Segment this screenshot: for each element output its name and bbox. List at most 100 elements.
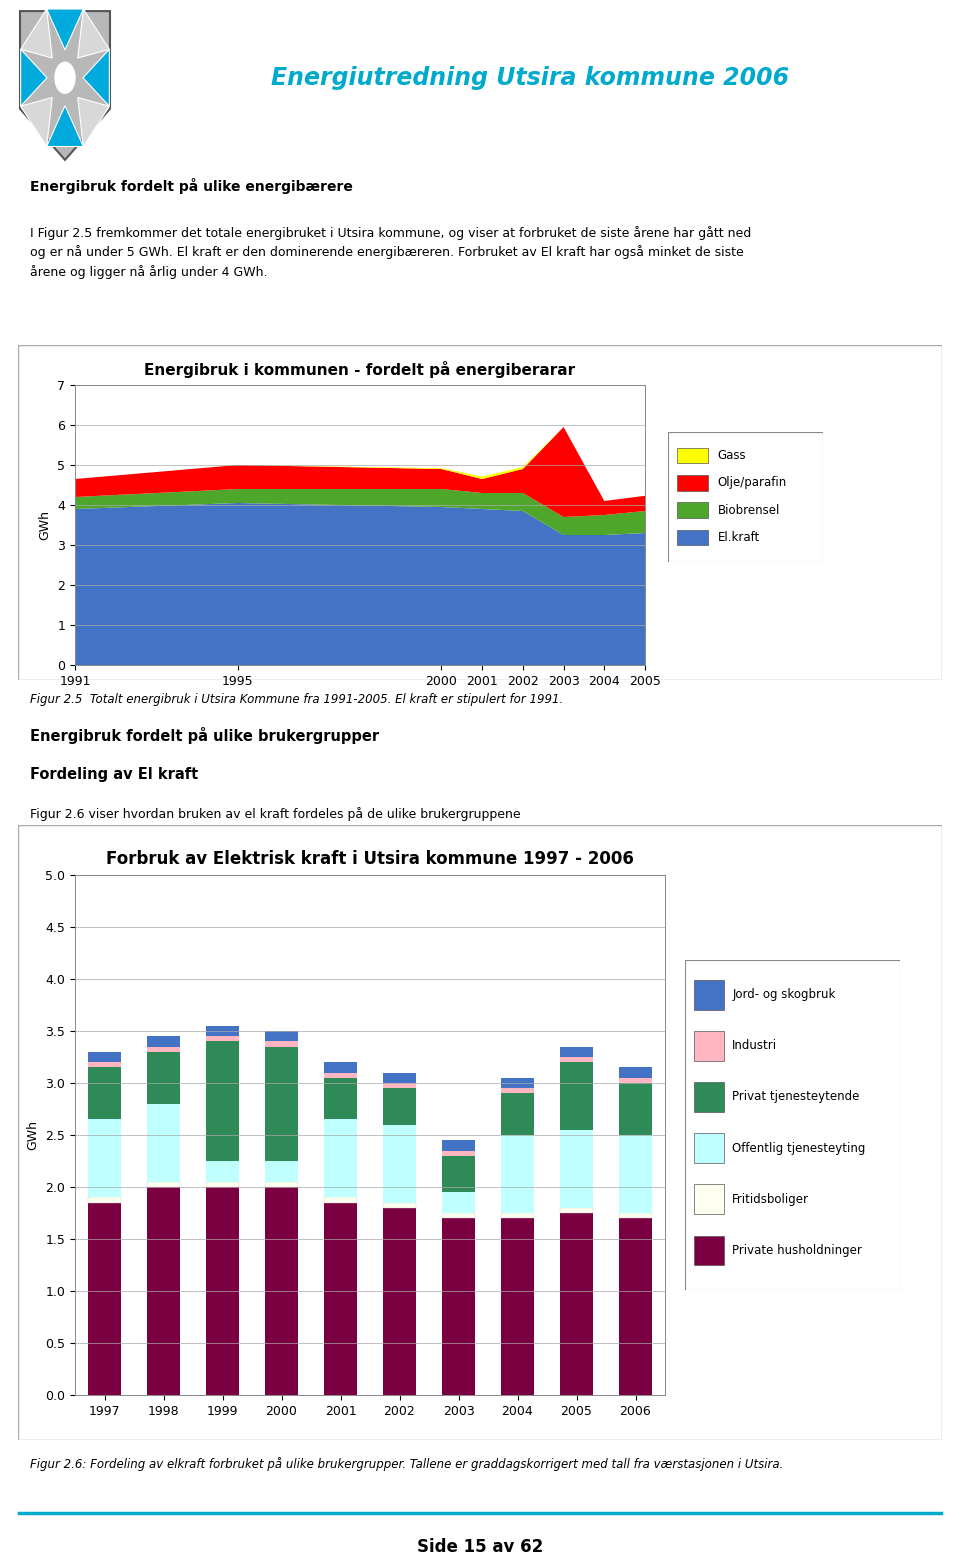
Bar xyxy=(501,1094,534,1135)
Bar xyxy=(619,1213,652,1218)
Bar xyxy=(693,1031,724,1061)
Bar xyxy=(561,1063,592,1130)
Text: Energiutredning Utsira kommune 2006: Energiutredning Utsira kommune 2006 xyxy=(271,66,789,91)
Bar xyxy=(443,1218,475,1394)
Text: Biobrensel: Biobrensel xyxy=(718,504,780,516)
Bar xyxy=(383,1125,416,1202)
Bar xyxy=(206,1041,239,1161)
Circle shape xyxy=(55,63,75,94)
Bar xyxy=(619,1135,652,1213)
Bar xyxy=(88,1202,121,1394)
Bar xyxy=(88,1119,121,1197)
Polygon shape xyxy=(47,9,84,50)
Bar xyxy=(147,1036,180,1047)
Text: Jord- og skogbruk: Jord- og skogbruk xyxy=(732,988,835,1002)
Bar xyxy=(265,1186,298,1394)
Text: Figur 2.6: Fordeling av elkraft forbruket på ulike brukergrupper. Tallene er gra: Figur 2.6: Fordeling av elkraft forbruke… xyxy=(30,1457,783,1471)
Text: Offentlig tjenesteyting: Offentlig tjenesteyting xyxy=(732,1141,866,1155)
Text: Gass: Gass xyxy=(718,449,746,462)
Bar xyxy=(619,1218,652,1394)
Bar xyxy=(206,1161,239,1182)
Bar xyxy=(147,1186,180,1394)
FancyBboxPatch shape xyxy=(18,825,942,1440)
Polygon shape xyxy=(21,9,52,58)
Bar xyxy=(678,529,708,545)
Bar xyxy=(147,1103,180,1182)
Bar xyxy=(383,1208,416,1394)
Bar xyxy=(693,1235,724,1265)
Y-axis label: GWh: GWh xyxy=(38,510,52,540)
Text: Fritidsboliger: Fritidsboliger xyxy=(732,1193,809,1205)
Text: Side 15 av 62: Side 15 av 62 xyxy=(417,1538,543,1556)
Text: Olje/parafin: Olje/parafin xyxy=(718,476,787,490)
Bar xyxy=(324,1078,357,1119)
Bar xyxy=(443,1141,475,1150)
Text: Figur 2.5  Totalt energibruk i Utsira Kommune fra 1991-2005. El kraft er stipule: Figur 2.5 Totalt energibruk i Utsira Kom… xyxy=(30,693,564,706)
Bar xyxy=(678,448,708,463)
Text: Energibruk fordelt på ulike brukergrupper: Energibruk fordelt på ulike brukergruppe… xyxy=(30,728,379,743)
Bar xyxy=(265,1182,298,1186)
Text: Private husholdninger: Private husholdninger xyxy=(732,1244,862,1257)
Bar xyxy=(324,1119,357,1197)
Bar xyxy=(324,1197,357,1202)
Bar xyxy=(501,1213,534,1218)
Title: Forbruk av Elektrisk kraft i Utsira kommune 1997 - 2006: Forbruk av Elektrisk kraft i Utsira komm… xyxy=(106,850,634,869)
Bar xyxy=(443,1213,475,1218)
Y-axis label: GWh: GWh xyxy=(27,1121,39,1150)
Bar xyxy=(619,1083,652,1135)
Bar xyxy=(693,980,724,1009)
Bar xyxy=(383,1083,416,1088)
Title: Energibruk i kommunen - fordelt på energiberarar: Energibruk i kommunen - fordelt på energ… xyxy=(144,362,576,379)
FancyBboxPatch shape xyxy=(18,344,942,681)
Bar xyxy=(265,1161,298,1182)
Polygon shape xyxy=(21,97,52,147)
Bar xyxy=(561,1208,592,1213)
Text: Energibruk fordelt på ulike energibærere: Energibruk fordelt på ulike energibærere xyxy=(30,178,353,194)
Bar xyxy=(88,1197,121,1202)
Bar xyxy=(561,1130,592,1208)
Bar xyxy=(324,1202,357,1394)
Bar xyxy=(678,502,708,518)
Bar xyxy=(147,1182,180,1186)
Polygon shape xyxy=(21,49,47,106)
Bar xyxy=(88,1063,121,1067)
Text: El.kraft: El.kraft xyxy=(718,531,760,543)
Bar xyxy=(443,1150,475,1157)
Bar xyxy=(383,1088,416,1125)
Bar xyxy=(265,1047,298,1161)
Bar xyxy=(88,1052,121,1063)
Bar xyxy=(206,1025,239,1036)
Text: Fordeling av El kraft: Fordeling av El kraft xyxy=(30,767,199,782)
Bar xyxy=(443,1157,475,1193)
Polygon shape xyxy=(78,97,109,147)
Text: Privat tjenesteytende: Privat tjenesteytende xyxy=(732,1091,859,1103)
Bar xyxy=(501,1078,534,1088)
Text: Industri: Industri xyxy=(732,1039,778,1052)
Bar xyxy=(619,1078,652,1083)
Bar xyxy=(147,1052,180,1103)
Polygon shape xyxy=(83,49,109,106)
Bar xyxy=(678,474,708,490)
Polygon shape xyxy=(20,11,110,160)
Text: Figur 2.6 viser hvordan bruken av el kraft fordeles på de ulike brukergruppene: Figur 2.6 viser hvordan bruken av el kra… xyxy=(30,808,520,822)
Bar xyxy=(501,1088,534,1094)
Bar xyxy=(501,1135,534,1213)
Bar xyxy=(383,1202,416,1208)
Bar xyxy=(206,1182,239,1186)
Bar xyxy=(561,1047,592,1056)
Text: I Figur 2.5 fremkommer det totale energibruket i Utsira kommune, og viser at for: I Figur 2.5 fremkommer det totale energi… xyxy=(30,225,752,279)
Bar xyxy=(324,1072,357,1078)
Bar xyxy=(693,1185,724,1214)
Bar xyxy=(88,1067,121,1119)
Bar xyxy=(147,1047,180,1052)
Bar xyxy=(383,1072,416,1083)
Bar xyxy=(693,1081,724,1111)
Bar xyxy=(561,1213,592,1394)
Polygon shape xyxy=(47,106,84,147)
Bar xyxy=(501,1218,534,1394)
Bar xyxy=(206,1186,239,1394)
Bar xyxy=(693,1133,724,1163)
Bar xyxy=(324,1063,357,1072)
Bar xyxy=(265,1041,298,1047)
Bar xyxy=(265,1031,298,1041)
